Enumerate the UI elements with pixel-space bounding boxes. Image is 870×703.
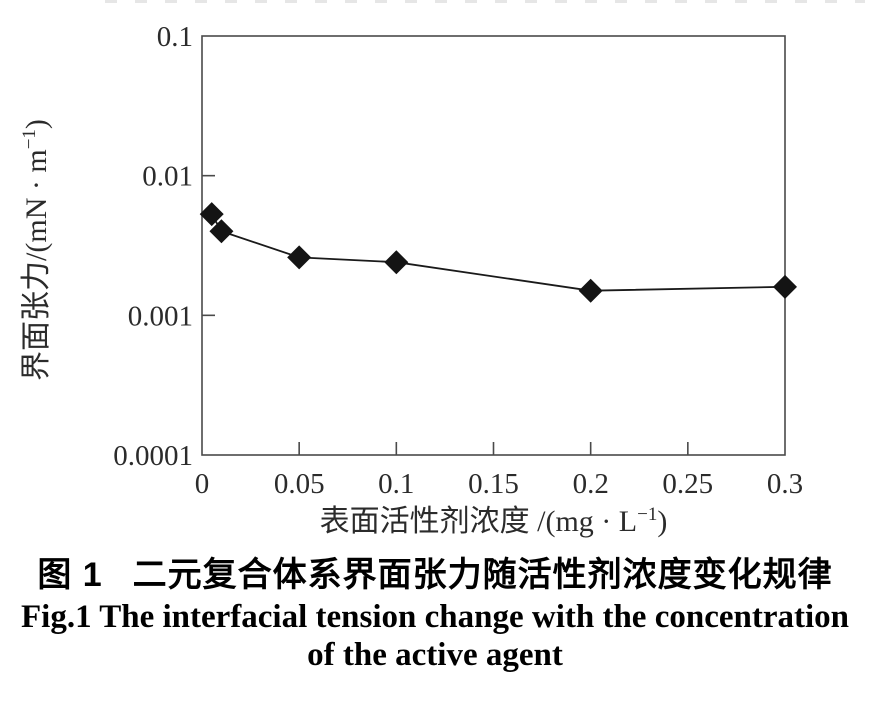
figure-caption: 图 1 二元复合体系界面张力随活性剂浓度变化规律 Fig.1 The interf…	[0, 552, 870, 674]
y-tick-label: 0.1	[157, 21, 193, 53]
x-tick-label: 0.3	[767, 468, 803, 500]
data-point	[209, 219, 234, 244]
scan-artifact	[105, 0, 865, 3]
y-tick-label: 0.01	[142, 161, 193, 193]
plot-frame	[201, 35, 786, 456]
data-point	[287, 245, 312, 270]
x-axis-label: 表面活性剂浓度 /(mg · L−1)	[320, 504, 668, 538]
data-point	[384, 250, 409, 275]
x-tick-label: 0.15	[468, 468, 519, 500]
caption-english-line2: of the active agent	[307, 637, 563, 673]
y-axis-label: 界面张力/(mN · m−1)	[19, 119, 53, 381]
data-point	[773, 274, 797, 299]
caption-chinese-text: 二元复合体系界面张力随活性剂浓度变化规律	[132, 556, 833, 594]
figure-number: 图 1	[37, 556, 103, 594]
data-point	[199, 202, 224, 227]
x-tick-label: 0.25	[662, 468, 713, 500]
y-tick-label: 0.0001	[113, 440, 193, 472]
caption-chinese: 图 1 二元复合体系界面张力随活性剂浓度变化规律	[0, 552, 870, 598]
x-tick-label: 0	[195, 468, 210, 500]
x-tick-label: 0.2	[573, 468, 609, 500]
y-tick-label: 0.001	[128, 300, 193, 332]
data-point	[578, 278, 603, 303]
x-tick-label: 0.1	[378, 468, 414, 500]
caption-english-line1: Fig.1 The interfacial tension change wit…	[21, 599, 849, 635]
x-tick-label: 0.05	[274, 468, 325, 500]
